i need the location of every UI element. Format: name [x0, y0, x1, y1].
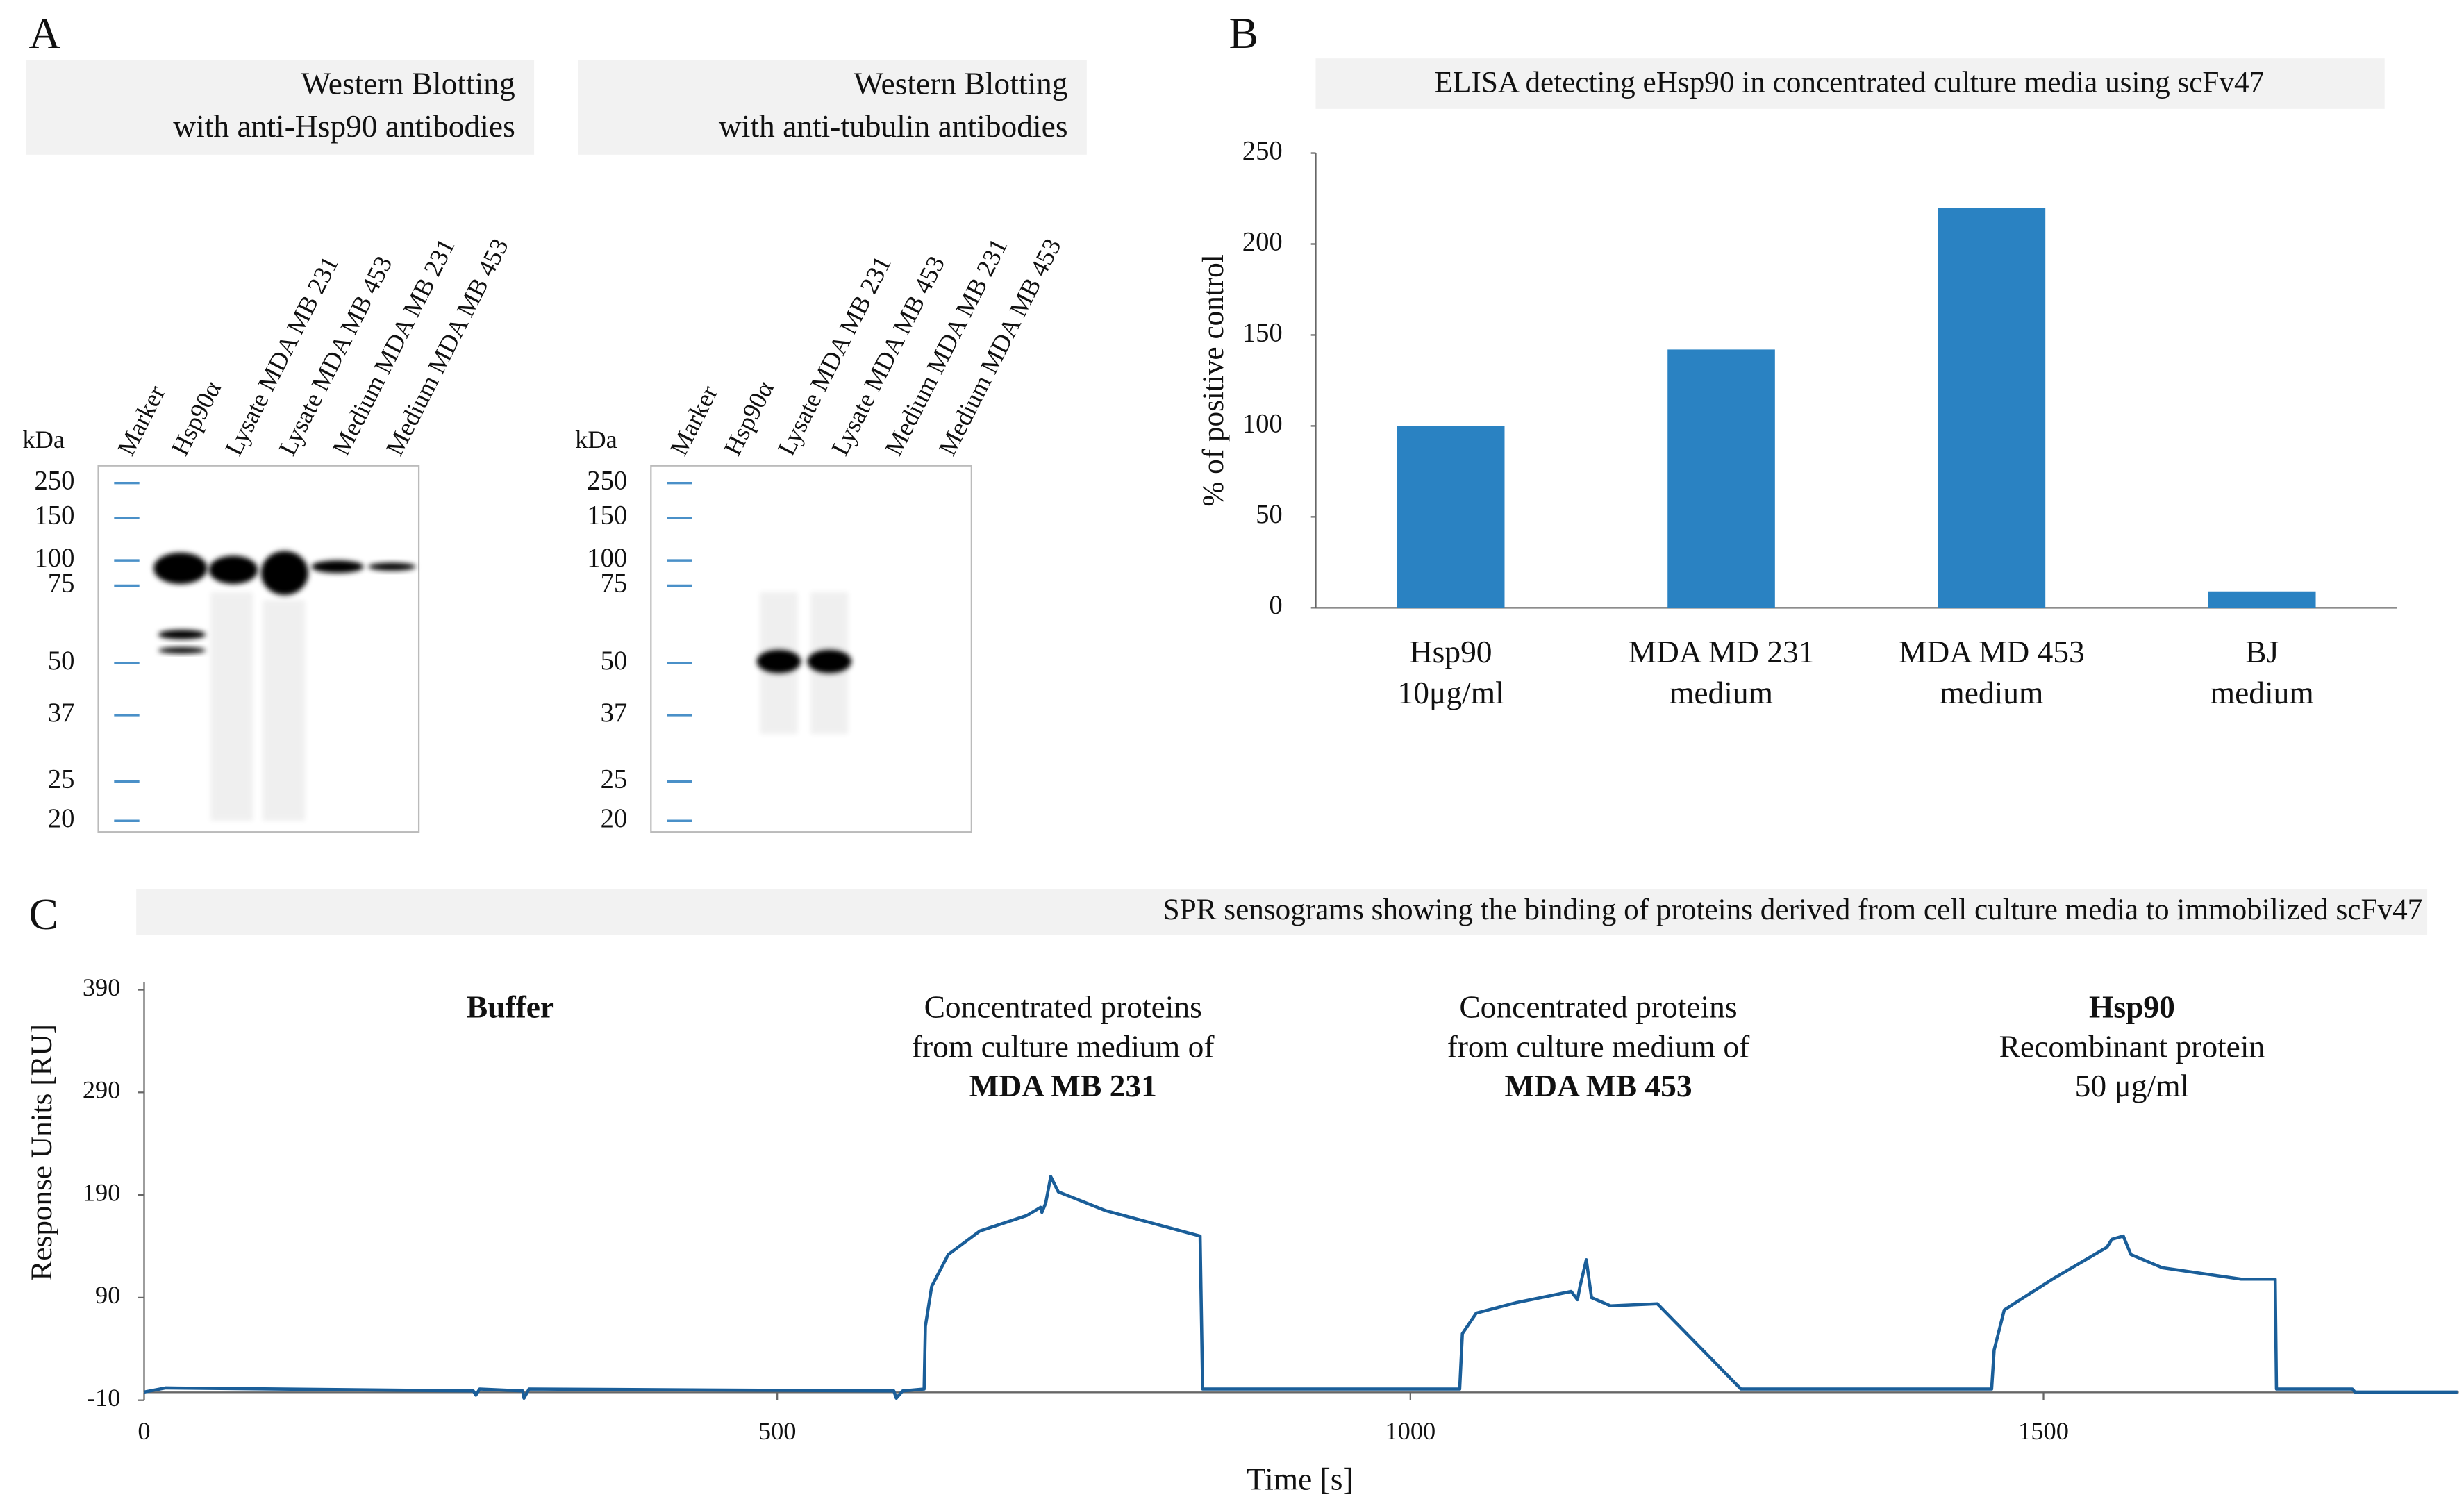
y-tick-label: 100 [1242, 409, 1283, 438]
marker-label: 150 [587, 501, 627, 530]
x-tick-label: 500 [758, 1417, 797, 1445]
blot-band [368, 562, 416, 571]
annotation: Recombinant protein [1999, 1028, 2265, 1064]
x-tick-label: medium [1940, 675, 2043, 710]
blot-title: Western Blotting [854, 65, 1067, 101]
marker-label: 25 [601, 764, 628, 794]
annotation: Buffer [467, 989, 554, 1025]
x-tick-label: 10μg/ml [1398, 675, 1504, 710]
x-tick-label: BJ [2245, 634, 2279, 669]
marker-label: 250 [34, 467, 74, 496]
marker-label: 75 [601, 569, 628, 598]
x-tick-label: 1000 [1385, 1417, 1435, 1445]
blot-header [25, 60, 535, 155]
lane-label: Hsp90α [166, 376, 226, 460]
bar [2208, 591, 2316, 608]
chart-title: ELISA detecting eHsp90 in concentrated c… [1435, 67, 2265, 99]
annotation: from culture medium of [912, 1028, 1215, 1064]
y-tick-label: 90 [95, 1281, 120, 1309]
panel-label: C [29, 889, 58, 939]
y-tick-label: 0 [1269, 591, 1282, 620]
blot-band [208, 555, 258, 585]
blot-band [158, 630, 206, 639]
marker-label: 100 [34, 544, 74, 573]
y-tick-label: 390 [83, 973, 121, 1001]
chart-title-box [136, 889, 2428, 935]
blot-smear [263, 599, 306, 821]
marker-label: 75 [48, 569, 75, 598]
blot-band [260, 551, 308, 596]
annotation: from culture medium of [1447, 1028, 1750, 1064]
blot-band [158, 647, 206, 654]
annotation: Concentrated proteins [924, 989, 1202, 1025]
annotation: MDA MB 231 [969, 1068, 1157, 1103]
unit-label: kDa [22, 426, 65, 453]
bar [1667, 349, 1775, 608]
y-tick-label: -10 [87, 1384, 120, 1412]
sensogram-line [144, 1175, 2458, 1400]
lane-label: Marker [665, 381, 723, 460]
y-tick-label: 50 [1256, 500, 1283, 529]
annotation: MDA MB 453 [1504, 1068, 1692, 1103]
blot-band [311, 560, 364, 574]
x-tick-label: medium [1670, 675, 1773, 710]
y-tick-label: 200 [1242, 227, 1283, 256]
marker-label: 250 [587, 467, 627, 496]
blot-title: with anti-Hsp90 antibodies [173, 108, 515, 144]
x-tick-label: Hsp90 [1410, 634, 1492, 669]
blot-band [153, 552, 208, 585]
blot-smear [210, 592, 253, 821]
lane-label: Marker [112, 381, 170, 460]
annotation: 50 μg/ml [2075, 1068, 2190, 1103]
marker-label: 50 [48, 646, 75, 676]
x-tick-label: MDA MD 453 [1899, 634, 2085, 669]
marker-label: 20 [48, 804, 75, 833]
y-tick-label: 250 [1242, 136, 1283, 165]
blot-smear [810, 592, 849, 735]
x-tick-label: 1500 [2018, 1417, 2069, 1445]
blot-header [578, 60, 1087, 155]
marker-label: 100 [587, 544, 627, 573]
panel-label: B [1229, 8, 1258, 58]
blot-title: with anti-tubulin antibodies [719, 108, 1068, 144]
chart-title: SPR sensograms showing the binding of pr… [1163, 894, 2423, 926]
unit-label: kDa [575, 426, 617, 453]
bar [1397, 426, 1505, 608]
annotation: Concentrated proteins [1459, 989, 1737, 1025]
blot-membrane [97, 465, 420, 833]
marker-label: 20 [601, 804, 628, 833]
y-axis-label: % of positive control [1197, 254, 1230, 506]
marker-label: 50 [601, 646, 628, 676]
y-axis-label: Response Units [RU] [26, 1024, 58, 1280]
bar [1938, 208, 2046, 608]
marker-label: 37 [48, 698, 75, 728]
x-tick-label: MDA MD 231 [1629, 634, 1815, 669]
lane-label: Hsp90α [718, 376, 779, 460]
x-axis-label: Time [s] [1247, 1461, 1354, 1496]
chart-title-box [1315, 58, 2385, 109]
marker-label: 37 [601, 698, 628, 728]
blot-title: Western Blotting [301, 65, 515, 101]
marker-label: 150 [34, 501, 74, 530]
y-tick-label: 190 [83, 1178, 121, 1206]
y-tick-label: 290 [83, 1076, 121, 1104]
x-tick-label: medium [2211, 675, 2314, 710]
y-tick-label: 150 [1242, 318, 1283, 347]
blot-smear [760, 592, 798, 735]
x-tick-label: 0 [138, 1417, 150, 1445]
panel-label: A [29, 8, 61, 58]
annotation: Hsp90 [2089, 989, 2175, 1025]
marker-label: 25 [48, 764, 75, 794]
